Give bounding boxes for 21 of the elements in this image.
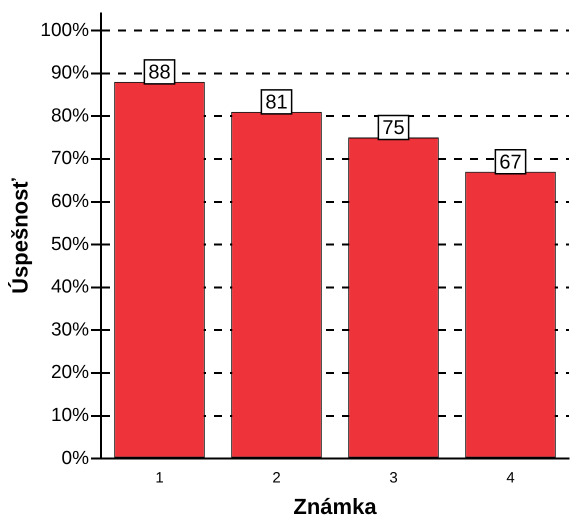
data-label: 67 — [499, 151, 522, 174]
y-tick-label: 30% — [50, 319, 90, 340]
x-tick-label: 4 — [506, 470, 515, 487]
x-tick-label: 2 — [272, 470, 281, 487]
y-tick-label: 90% — [50, 62, 90, 84]
data-label: 81 — [265, 91, 288, 114]
y-tick-label: 50% — [50, 234, 90, 255]
y-tick-label: 60% — [50, 190, 90, 212]
y-tick-label: 80% — [50, 105, 90, 126]
y-tick-label: 10% — [50, 405, 90, 426]
x-axis-title: Známka — [293, 494, 378, 519]
y-tick-label: 40% — [50, 276, 90, 298]
data-label: 75 — [382, 117, 405, 140]
x-tick-label: 3 — [389, 470, 398, 487]
y-tick-label: 20% — [50, 362, 90, 384]
data-label: 88 — [148, 61, 171, 84]
x-tick-label: 1 — [155, 470, 164, 487]
y-tick-label: 100% — [40, 20, 90, 41]
y-tick-label: 0% — [62, 448, 90, 469]
y-axis-title: Úspešnosť — [7, 178, 32, 294]
y-tick-label: 70% — [50, 148, 90, 170]
